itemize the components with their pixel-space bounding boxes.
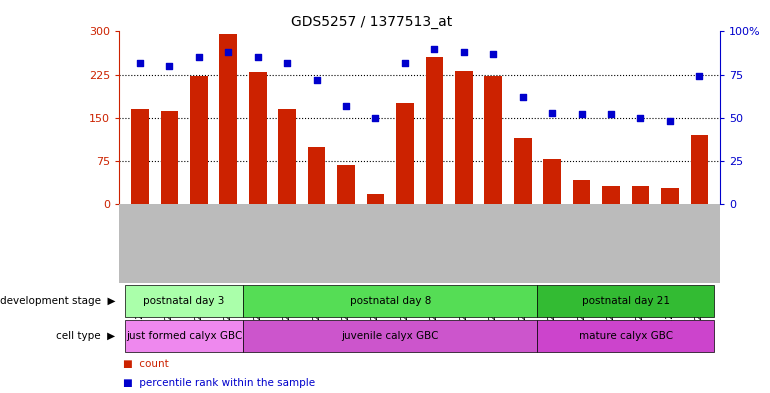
Bar bbox=[161, 111, 178, 204]
Bar bbox=[243, 285, 537, 317]
Point bbox=[222, 49, 234, 55]
Text: cell type  ▶: cell type ▶ bbox=[56, 331, 116, 341]
Bar bbox=[131, 109, 149, 204]
Point bbox=[281, 59, 293, 66]
Bar bbox=[602, 186, 620, 204]
Point bbox=[370, 115, 382, 121]
Point bbox=[605, 111, 618, 118]
Bar bbox=[249, 72, 266, 204]
Point bbox=[634, 115, 647, 121]
Text: development stage  ▶: development stage ▶ bbox=[0, 296, 116, 306]
Bar bbox=[308, 147, 326, 204]
Bar bbox=[544, 160, 561, 204]
Text: just formed calyx GBC: just formed calyx GBC bbox=[126, 331, 243, 341]
Bar bbox=[278, 109, 296, 204]
Point bbox=[517, 94, 529, 100]
Text: postnatal day 3: postnatal day 3 bbox=[143, 296, 225, 306]
Bar bbox=[426, 57, 444, 204]
Text: ■  count: ■ count bbox=[123, 358, 169, 369]
Bar bbox=[484, 76, 502, 204]
Bar bbox=[126, 285, 243, 317]
Bar bbox=[691, 135, 708, 204]
Bar bbox=[661, 188, 678, 204]
Bar bbox=[219, 34, 237, 204]
Point bbox=[693, 73, 705, 79]
Bar bbox=[337, 165, 355, 204]
Title: GDS5257 / 1377513_at: GDS5257 / 1377513_at bbox=[291, 15, 452, 29]
Point bbox=[664, 118, 676, 125]
Point bbox=[428, 46, 440, 52]
Bar bbox=[243, 320, 537, 352]
Text: mature calyx GBC: mature calyx GBC bbox=[579, 331, 673, 341]
Text: postnatal day 8: postnatal day 8 bbox=[350, 296, 431, 306]
Point bbox=[163, 63, 176, 69]
Text: postnatal day 21: postnatal day 21 bbox=[582, 296, 670, 306]
Bar bbox=[396, 103, 413, 204]
Point bbox=[575, 111, 588, 118]
Bar bbox=[367, 194, 384, 204]
Point bbox=[310, 77, 323, 83]
Bar bbox=[126, 320, 243, 352]
Point bbox=[457, 49, 470, 55]
Point bbox=[340, 103, 352, 109]
Text: ■  percentile rank within the sample: ■ percentile rank within the sample bbox=[123, 378, 316, 388]
Bar bbox=[190, 76, 208, 204]
Bar bbox=[573, 180, 591, 204]
Point bbox=[399, 59, 411, 66]
Point bbox=[487, 51, 500, 57]
Bar bbox=[537, 285, 714, 317]
Bar bbox=[537, 320, 714, 352]
Point bbox=[252, 54, 264, 61]
Bar bbox=[514, 138, 531, 204]
Bar bbox=[631, 186, 649, 204]
Bar bbox=[455, 71, 473, 204]
Point bbox=[546, 110, 558, 116]
Point bbox=[134, 59, 146, 66]
Text: juvenile calyx GBC: juvenile calyx GBC bbox=[341, 331, 439, 341]
Point bbox=[192, 54, 205, 61]
